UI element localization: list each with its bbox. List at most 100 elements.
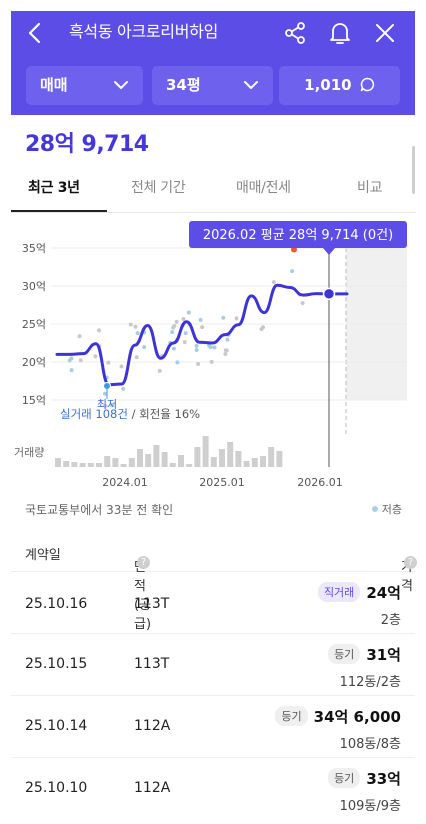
row-price: 직거래 24억 2층 — [317, 582, 401, 628]
comment-icon — [360, 77, 374, 92]
comment-count: 1,010 — [304, 76, 352, 94]
volume-bar — [194, 447, 201, 467]
comments-button[interactable]: 1,010 — [279, 66, 400, 105]
transaction-dot — [103, 403, 108, 408]
row-price: 등기 33억 109동/9층 — [328, 768, 401, 814]
row-floor: 108동/8층 — [339, 737, 401, 752]
data-source-text: 국토교통부에서 33분 전 확인 — [25, 503, 174, 517]
transaction-dot — [106, 360, 111, 365]
row-area: 113T — [134, 656, 170, 672]
chart-annotation: 실거래 108건 / 회전율 16% — [60, 407, 200, 421]
volume-bar — [219, 449, 225, 467]
legend-label: 저층 — [381, 503, 402, 516]
transaction-dot — [103, 391, 108, 396]
transaction-dot — [69, 368, 74, 373]
registered-badge: 등기 — [328, 644, 361, 664]
x-tick-label: 2026.01 — [297, 476, 343, 489]
help-icon[interactable]: ? — [404, 556, 417, 569]
transaction-dot — [119, 364, 124, 369]
tab-compare[interactable]: 비교 — [357, 180, 383, 196]
tab-recent-3-years[interactable]: 최근 3년 — [28, 180, 80, 196]
row-date: 25.10.14 — [25, 718, 88, 734]
price-chart[interactable]: 35억 30억 25억 20억 15억 최저 실거래 108건 / 회전율 16% 거래… — [11, 215, 415, 495]
row-amount: 24억 — [366, 584, 401, 602]
help-icon[interactable]: ? — [137, 556, 150, 569]
table-row[interactable]: 25.10.14 112A 등기 34억 6,000 108동/8층 — [11, 696, 415, 758]
tab-all-period[interactable]: 전체 기간 — [131, 180, 186, 196]
volume-bar — [79, 463, 86, 467]
transaction-dot — [110, 403, 115, 408]
transaction-dot — [194, 343, 199, 348]
volume-bar — [210, 457, 217, 467]
trade-type-dropdown[interactable]: 매매 — [26, 66, 143, 105]
volume-bar — [145, 454, 152, 467]
direct-trade-badge: 직거래 — [317, 582, 361, 602]
tooltip-arrow — [323, 248, 335, 255]
transaction-dot — [170, 330, 175, 335]
volume-bar — [243, 461, 250, 467]
table-row[interactable]: 25.10.15 113T 등기 31억 112동/2층 — [11, 634, 415, 696]
row-area: 112A — [134, 718, 171, 734]
volume-bar — [186, 464, 193, 467]
row-floor: 109동/9층 — [339, 799, 401, 814]
row-floor: 2층 — [380, 613, 401, 628]
tooltip-text: 2026.02 평균 28억 9,714 (0건) — [203, 228, 393, 243]
volume-bar — [251, 458, 258, 467]
row-date: 25.10.16 — [25, 596, 88, 612]
trade-count-link[interactable]: 실거래 108건 — [60, 407, 128, 421]
transaction-dot — [67, 358, 72, 363]
volume-bar — [169, 463, 176, 467]
x-tick-label: 2024.01 — [102, 476, 148, 489]
bell-icon[interactable] — [327, 20, 353, 46]
transaction-dot — [121, 386, 126, 391]
row-area: 113T — [134, 596, 170, 612]
turnover-text: / 회전율 16% — [128, 407, 200, 421]
chevron-down-icon — [114, 81, 128, 89]
volume-bar — [128, 458, 135, 467]
cursor-point — [322, 287, 336, 301]
transaction-dot — [260, 325, 265, 330]
legend-dot — [371, 506, 378, 512]
column-date: 계약일 — [25, 548, 61, 563]
tab-sale-jeonse[interactable]: 매매/전세 — [236, 180, 291, 196]
table-row[interactable]: 25.10.10 112A 등기 33억 109동/9층 — [11, 758, 415, 822]
transaction-dot — [225, 337, 230, 342]
share-icon[interactable] — [282, 20, 308, 46]
transaction-dot — [183, 331, 188, 336]
transaction-dot — [212, 345, 217, 350]
volume-bar — [87, 463, 94, 467]
row-area: 112A — [134, 780, 171, 796]
period-tabs: 최근 3년 전체 기간 매매/전세 비교 — [11, 165, 415, 213]
transaction-dot — [224, 348, 229, 353]
volume-bar — [235, 451, 242, 467]
transaction-dot — [271, 280, 276, 285]
close-icon[interactable] — [372, 20, 398, 46]
size-dropdown[interactable]: 34평 — [152, 66, 273, 105]
transaction-dot — [133, 324, 138, 329]
transaction-dot — [300, 301, 305, 306]
registered-badge: 등기 — [275, 706, 308, 726]
transaction-dot — [209, 359, 214, 364]
row-price: 등기 34억 6,000 108동/8층 — [275, 706, 401, 752]
app-header: 흑석동 아크로리버하임 매매 34평 1,010 — [11, 11, 415, 115]
y-tick-label: 25억 — [22, 318, 46, 331]
transaction-dot — [221, 315, 226, 320]
transaction-dot — [223, 351, 228, 356]
scrollbar[interactable] — [412, 146, 415, 194]
chevron-down-icon — [244, 81, 258, 89]
transaction-dot — [200, 325, 205, 330]
transaction-dot — [174, 319, 179, 324]
volume-bar — [178, 455, 184, 467]
volume-bar — [202, 436, 209, 467]
table-row[interactable]: 25.10.16 113T 직거래 24억 2층 — [11, 572, 415, 634]
transaction-dot — [77, 334, 82, 339]
volume-bar — [161, 452, 168, 467]
header-top-row: 흑석동 아크로리버하임 — [11, 11, 415, 55]
page-title: 흑석동 아크로리버하임 — [69, 22, 218, 41]
max-transaction-dot — [291, 246, 297, 253]
transaction-dot — [175, 360, 180, 365]
transaction-dot — [186, 310, 191, 315]
row-date: 25.10.15 — [25, 656, 88, 672]
transaction-dot — [78, 358, 83, 363]
back-icon[interactable] — [25, 21, 45, 45]
